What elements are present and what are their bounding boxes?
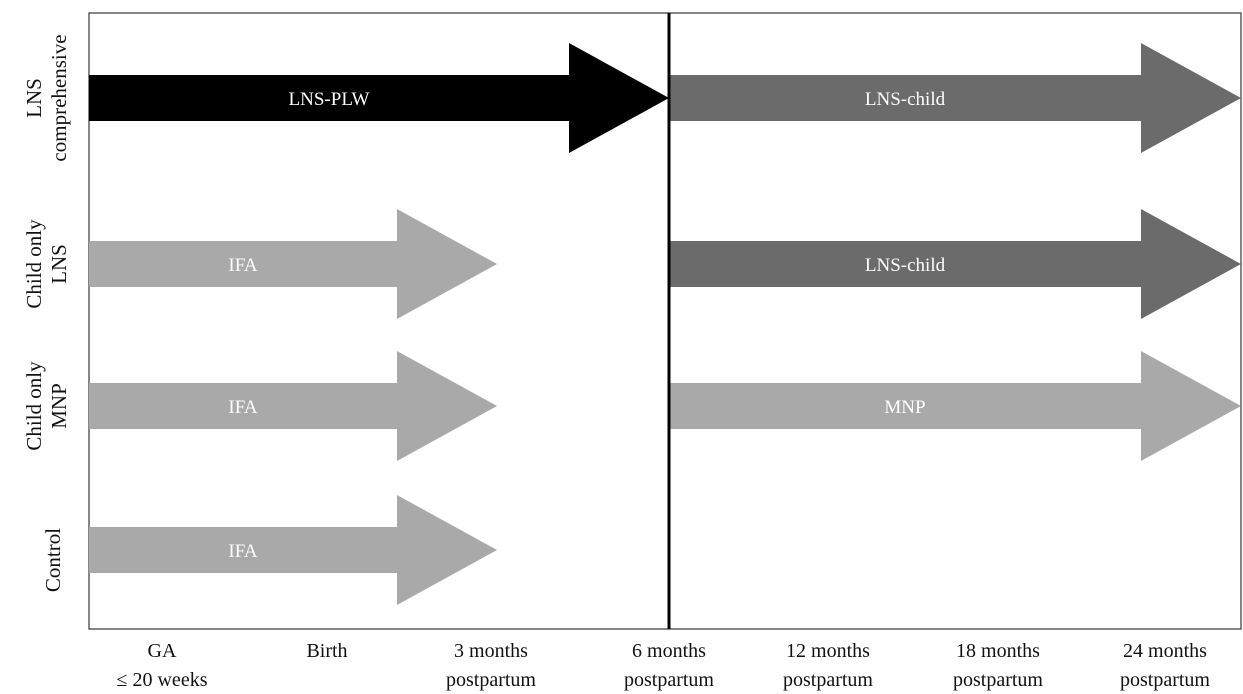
row-label-line: Child only [22,361,46,451]
timepoint-line2: postpartum [783,669,873,691]
timepoint-label: 6 months postpartum [624,640,714,691]
arrow-shape [89,209,497,319]
timepoint-label: GA ≤ 20 weeks [117,640,208,691]
timepoint-line1: 24 months [1123,640,1207,662]
arrow-shape [89,43,669,153]
arrow-shape [669,43,1241,153]
timepoint-line2: postpartum [953,669,1043,691]
plot-frame [88,12,1242,630]
arrow-label: LNS-child [865,255,946,276]
row-label-line: LNS [22,78,46,118]
timepoint-line2: postpartum [624,669,714,691]
row-label-child-only-lns: Child only LNS [22,219,71,309]
timepoint-label: 3 months postpartum [446,640,536,691]
timepoint-label: 18 months postpartum [953,640,1043,691]
arrow-mnp-row-2: MNP [669,351,1241,461]
timepoint-label: 24 months postpartum [1120,640,1210,691]
arrow-label: IFA [228,397,257,418]
arrow-shape [669,209,1241,319]
arrow-label: MNP [884,397,925,418]
timepoint-line1: 18 months [956,640,1040,662]
arrow-label: LNS-PLW [289,89,370,110]
timepoint-label: 12 months postpartum [783,640,873,691]
timepoint-line1: 6 months [632,640,706,662]
arrow-lns-plw-row-0: LNS-PLW [89,43,669,153]
arrow-ifa-row-3: IFA [89,495,497,605]
row-label-line: LNS [47,244,71,284]
timepoint-line2: ≤ 20 weeks [117,669,208,691]
row-label-line: Control [41,528,65,592]
row-label-lns-comprehensive: LNS comprehensive [22,34,71,161]
arrows-layer: LNS-PLW LNS-child IFA LNS-child IFA MNP IFA [89,43,1241,605]
timepoint-line2: postpartum [1120,669,1210,691]
arrow-label: IFA [228,541,257,562]
row-label-child-only-mnp: Child only MNP [22,361,71,451]
arrow-shape [669,351,1241,461]
row-label-line: MNP [47,383,71,429]
arrow-shape [89,495,497,605]
timepoint-line1: 12 months [786,640,870,662]
row-label-line: comprehensive [47,34,71,161]
arrow-label: LNS-child [865,89,946,110]
timepoint-label: Birth [306,640,347,662]
arrow-lns-child-row-1: LNS-child [669,209,1241,319]
timepoint-line1: 3 months [454,640,528,662]
row-label-line: Child only [22,219,46,309]
row-label-control: Control [41,528,65,592]
arrow-ifa-row-1: IFA [89,209,497,319]
timepoint-line1: Birth [306,640,347,662]
arrow-shape [89,351,497,461]
timepoint-line2: postpartum [446,669,536,691]
arrow-label: IFA [228,255,257,276]
arrow-ifa-row-2: IFA [89,351,497,461]
timepoint-line1: GA [148,640,177,662]
arrow-lns-child-row-0: LNS-child [669,43,1241,153]
